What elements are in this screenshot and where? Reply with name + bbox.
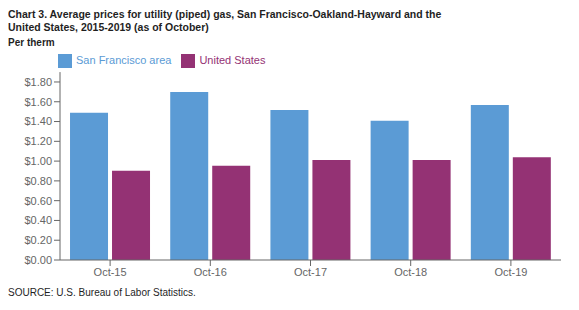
svg-text:Oct-17: Oct-17 [294, 266, 327, 278]
svg-text:Oct-15: Oct-15 [94, 266, 127, 278]
svg-text:Oct-19: Oct-19 [494, 266, 527, 278]
svg-text:$0.20: $0.20 [24, 234, 52, 246]
html-text:United States: United States [199, 54, 266, 66]
svg-text:$1.60: $1.60 [24, 96, 52, 108]
svg-text:Oct-18: Oct-18 [394, 266, 427, 278]
svg-text:$0.00: $0.00 [24, 254, 52, 266]
svg-text:$1.80: $1.80 [24, 76, 52, 88]
svg-text:$1.00: $1.00 [24, 155, 52, 167]
html-text:SOURCE: U.S. Bureau of Labor S: SOURCE: U.S. Bureau of Labor Statistics. [8, 287, 196, 298]
svg-text:$0.60: $0.60 [24, 195, 52, 207]
svg-text:Oct-16: Oct-16 [194, 266, 227, 278]
svg-text:$1.40: $1.40 [24, 115, 52, 127]
html-text:Chart 3. Average prices for ut: Chart 3. Average prices for utility (pip… [8, 8, 442, 20]
html-text:San Francisco area: San Francisco area [76, 54, 172, 66]
svg-text:$0.80: $0.80 [24, 175, 52, 187]
html-text:United States, 2015-2019 (as o: United States, 2015-2019 (as of October) [8, 21, 209, 33]
html-text:Per therm: Per therm [8, 37, 55, 48]
svg-text:$0.40: $0.40 [24, 214, 52, 226]
svg-text:$1.20: $1.20 [24, 135, 52, 147]
